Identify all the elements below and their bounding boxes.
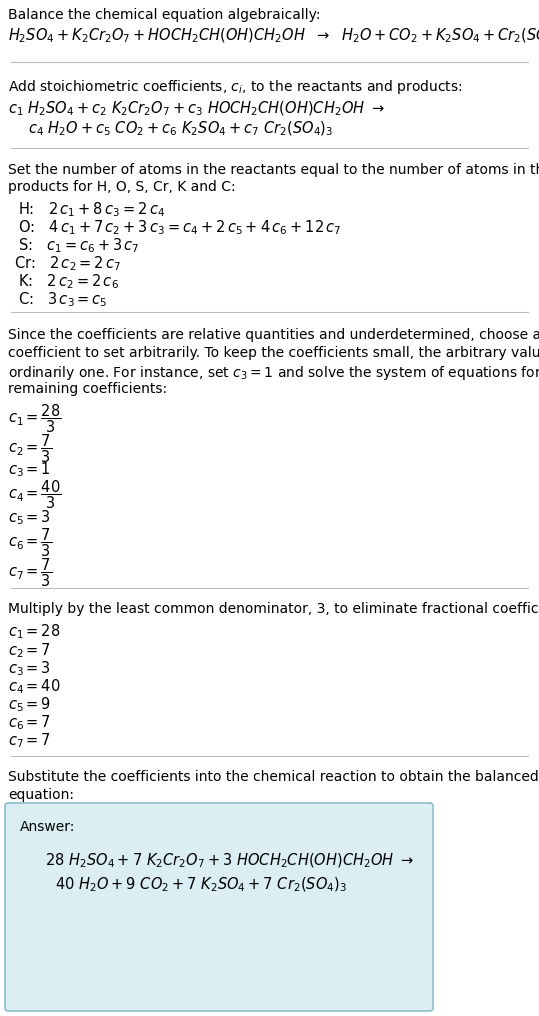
Text: $c_1\ H_2SO_4 + c_2\ K_2Cr_2O_7 + c_3\ HOCH_2CH(OH)CH_2OH\ \rightarrow$: $c_1\ H_2SO_4 + c_2\ K_2Cr_2O_7 + c_3\ H… [8, 100, 385, 119]
Text: $c_7 = \dfrac{7}{3}$: $c_7 = \dfrac{7}{3}$ [8, 556, 52, 588]
Text: $c_2 = \dfrac{7}{3}$: $c_2 = \dfrac{7}{3}$ [8, 432, 52, 464]
Text: coefficient to set arbitrarily. To keep the coefficients small, the arbitrary va: coefficient to set arbitrarily. To keep … [8, 346, 539, 360]
Text: $40\ H_2O + 9\ CO_2 + 7\ K_2SO_4 + 7\ Cr_2(SO_4)_3$: $40\ H_2O + 9\ CO_2 + 7\ K_2SO_4 + 7\ Cr… [55, 876, 347, 894]
Text: $c_1 = \dfrac{28}{3}$: $c_1 = \dfrac{28}{3}$ [8, 402, 61, 435]
Text: K: $\ \ 2\,c_2 = 2\,c_6$: K: $\ \ 2\,c_2 = 2\,c_6$ [18, 272, 119, 291]
Text: equation:: equation: [8, 788, 74, 802]
Text: $c_6 = 7$: $c_6 = 7$ [8, 713, 51, 732]
Text: $c_4\ H_2O + c_5\ CO_2 + c_6\ K_2SO_4 + c_7\ Cr_2(SO_4)_3$: $c_4\ H_2O + c_5\ CO_2 + c_6\ K_2SO_4 + … [28, 120, 334, 138]
Text: $28\ H_2SO_4 + 7\ K_2Cr_2O_7 + 3\ HOCH_2CH(OH)CH_2OH\ \rightarrow$: $28\ H_2SO_4 + 7\ K_2Cr_2O_7 + 3\ HOCH_2… [45, 852, 414, 871]
Text: $c_3 = 1$: $c_3 = 1$ [8, 460, 51, 479]
Text: Cr: $\ \ 2\,c_2 = 2\,c_7$: Cr: $\ \ 2\,c_2 = 2\,c_7$ [14, 254, 121, 272]
Text: $c_5 = 3$: $c_5 = 3$ [8, 508, 51, 526]
Text: $H_2SO_4 + K_2Cr_2O_7 + HOCH_2CH(OH)CH_2OH\ \ \rightarrow\ \ H_2O + CO_2 + K_2SO: $H_2SO_4 + K_2Cr_2O_7 + HOCH_2CH(OH)CH_2… [8, 27, 539, 46]
Text: Answer:: Answer: [20, 820, 75, 834]
Text: O: $\ \ 4\,c_1 + 7\,c_2 + 3\,c_3 = c_4 + 2\,c_5 + 4\,c_6 + 12\,c_7$: O: $\ \ 4\,c_1 + 7\,c_2 + 3\,c_3 = c_4 +… [18, 218, 341, 237]
Text: H: $\ \ 2\,c_1 + 8\,c_3 = 2\,c_4$: H: $\ \ 2\,c_1 + 8\,c_3 = 2\,c_4$ [18, 200, 165, 218]
Text: Balance the chemical equation algebraically:: Balance the chemical equation algebraica… [8, 8, 321, 22]
FancyBboxPatch shape [5, 803, 433, 1011]
Text: S: $\ \ c_1 = c_6 + 3\,c_7$: S: $\ \ c_1 = c_6 + 3\,c_7$ [18, 236, 140, 255]
Text: $c_7 = 7$: $c_7 = 7$ [8, 731, 51, 750]
Text: remaining coefficients:: remaining coefficients: [8, 382, 167, 396]
Text: Since the coefficients are relative quantities and underdetermined, choose a: Since the coefficients are relative quan… [8, 328, 539, 342]
Text: $c_2 = 7$: $c_2 = 7$ [8, 641, 51, 659]
Text: C: $\ \ 3\,c_3 = c_5$: C: $\ \ 3\,c_3 = c_5$ [18, 290, 108, 309]
Text: ordinarily one. For instance, set $c_3 = 1$ and solve the system of equations fo: ordinarily one. For instance, set $c_3 =… [8, 364, 539, 382]
Text: $c_4 = 40$: $c_4 = 40$ [8, 677, 60, 696]
Text: Set the number of atoms in the reactants equal to the number of atoms in the: Set the number of atoms in the reactants… [8, 163, 539, 177]
Text: $c_5 = 9$: $c_5 = 9$ [8, 695, 51, 713]
Text: Substitute the coefficients into the chemical reaction to obtain the balanced: Substitute the coefficients into the che… [8, 770, 539, 784]
Text: $c_6 = \dfrac{7}{3}$: $c_6 = \dfrac{7}{3}$ [8, 526, 52, 559]
Text: Add stoichiometric coefficients, $c_i$, to the reactants and products:: Add stoichiometric coefficients, $c_i$, … [8, 78, 462, 96]
Text: $c_3 = 3$: $c_3 = 3$ [8, 659, 51, 678]
Text: $c_1 = 28$: $c_1 = 28$ [8, 622, 60, 641]
Text: Multiply by the least common denominator, 3, to eliminate fractional coefficient: Multiply by the least common denominator… [8, 602, 539, 616]
Text: products for H, O, S, Cr, K and C:: products for H, O, S, Cr, K and C: [8, 180, 236, 194]
Text: $c_4 = \dfrac{40}{3}$: $c_4 = \dfrac{40}{3}$ [8, 478, 61, 511]
